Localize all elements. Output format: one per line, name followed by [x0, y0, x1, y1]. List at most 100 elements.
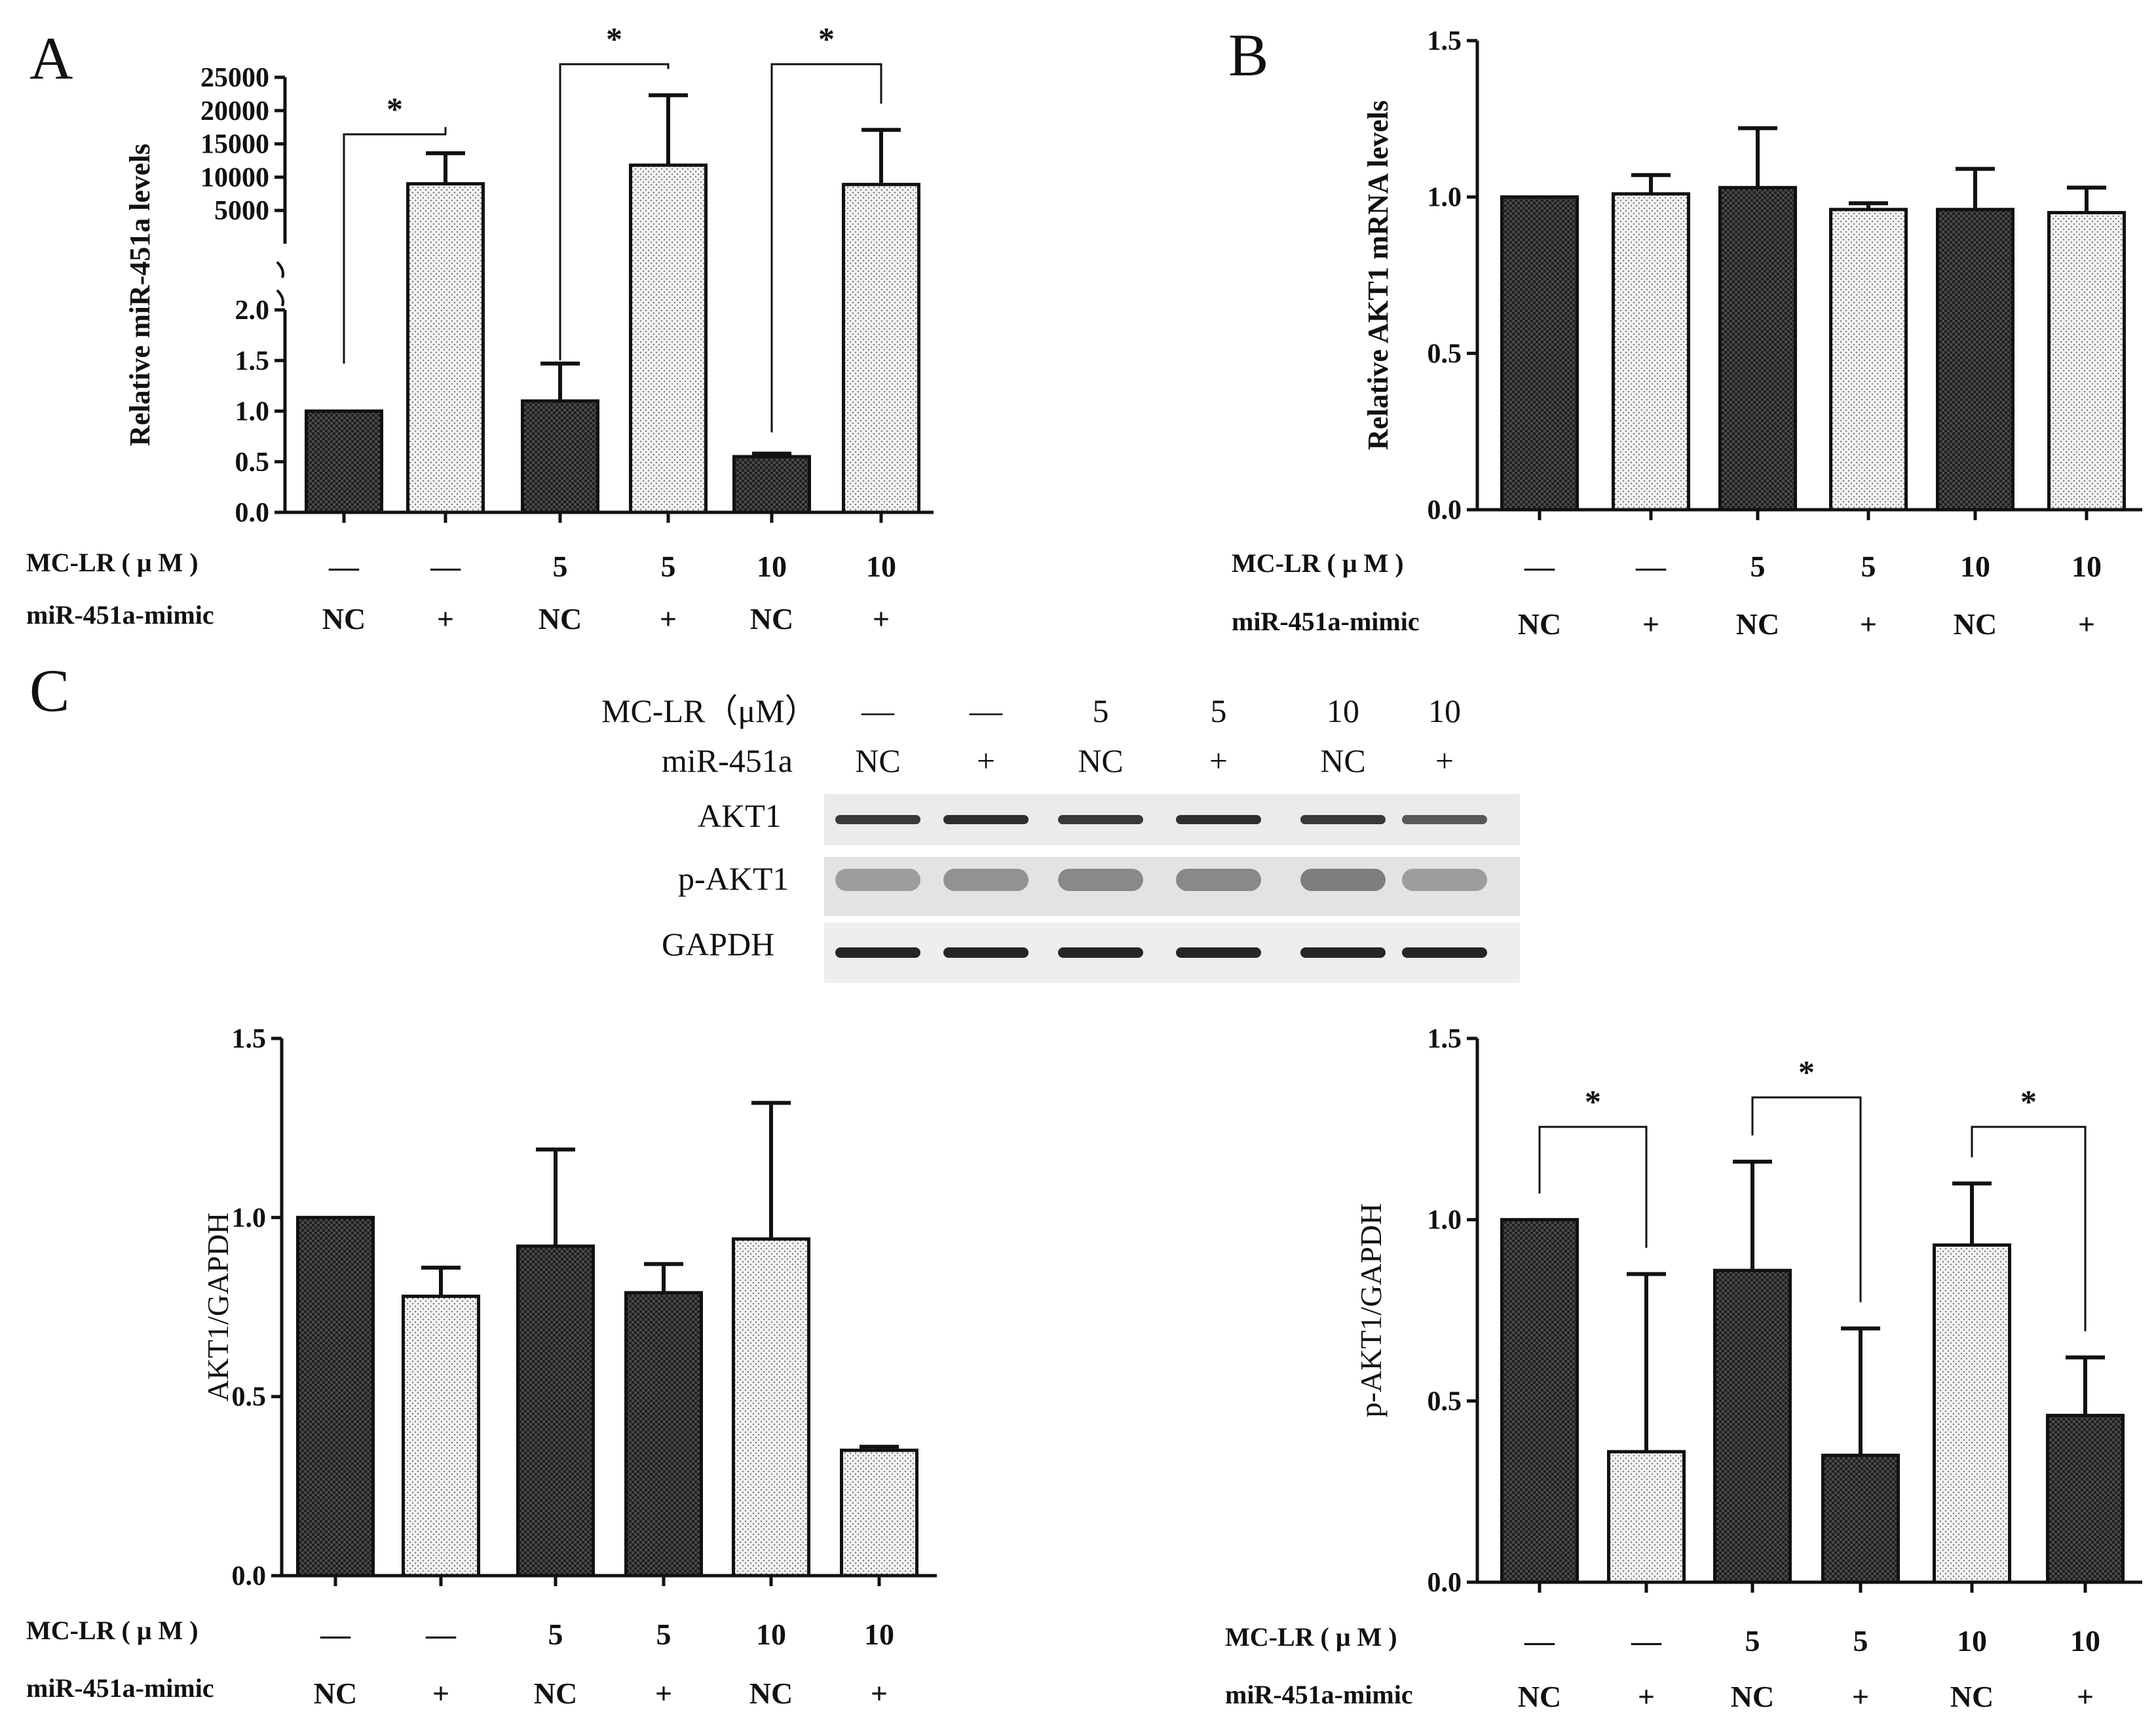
y-tick-label: 0.5: [235, 447, 270, 478]
mimic-value: NC: [322, 602, 366, 636]
significance-bracket: [1538, 1126, 1648, 1248]
y-tick-label: 0.0: [235, 498, 270, 528]
western-blot: MC-LR（μM） miR-451a — NC — +5 NC 5 +10 NC 10 + AKT…: [601, 693, 1520, 983]
blot-mclr-value: 10: [1428, 693, 1461, 729]
significance-bracket: [559, 63, 670, 360]
y-tick-label: 1.0: [235, 397, 270, 427]
blot-band: [1300, 869, 1386, 891]
mclr-value: 10: [756, 1618, 786, 1651]
mimic-value: NC: [1736, 607, 1779, 641]
bar: [1500, 195, 1579, 512]
y-tick-label: 0.5: [232, 1382, 267, 1413]
mimic-value: +: [437, 602, 454, 636]
mimic-value: NC: [534, 1677, 577, 1710]
mclr-value: 10: [1960, 550, 1990, 583]
blot-condition-columns: — NC — +5 NC 5 +10 NC 10 +: [855, 693, 1461, 779]
bar: [1936, 208, 2014, 512]
chart-c-left: 0.0 0.5 1.0 1.5 AKT1/GAPDH MC-LR ( μ M ) miR-4…: [26, 1024, 937, 1710]
y-tick-label: 2.0: [235, 295, 270, 326]
y-tick-label: 0.5: [1428, 1386, 1462, 1416]
blot-mclr-value: 5: [1211, 693, 1227, 729]
blot-band: [835, 815, 920, 824]
bar: [1607, 1450, 1686, 1584]
blot-mir-value: +: [1209, 742, 1228, 779]
mimic-value: +: [873, 602, 890, 636]
blot-mclr-value: —: [969, 693, 1003, 729]
mclr-value: —: [1524, 550, 1555, 583]
mimic-value: +: [1638, 1680, 1655, 1713]
blot-band: [835, 869, 920, 891]
mimic-value: NC: [539, 602, 582, 636]
mclr-value: 5: [553, 550, 568, 583]
bar: [2046, 1413, 2125, 1584]
chart-b: 0.0 0.5 1.0 1.5 Relative AKT1 mRNA levels MC-…: [1232, 26, 2142, 641]
blot-band-label-pakt1: p-AKT1: [678, 860, 789, 897]
row-label-mimic: miR-451a-mimic: [1232, 607, 1420, 636]
mimic-value: NC: [1731, 1680, 1774, 1713]
bar: [516, 1244, 595, 1578]
mclr-value: —: [1635, 550, 1667, 583]
mimic-value: +: [2077, 1680, 2094, 1713]
y-tick-label: 10000: [200, 162, 269, 193]
blot-band: [1402, 947, 1487, 958]
significance-star: *: [1798, 1053, 1815, 1090]
y-tick-label: 0.5: [1428, 339, 1462, 369]
significance-bracket: [770, 63, 882, 432]
mimic-value: +: [660, 602, 677, 636]
bar: [842, 183, 920, 514]
blot-band: [1402, 815, 1487, 824]
y-tick-label: 1.5: [1428, 26, 1462, 56]
row-label-mimic: miR-451a-mimic: [26, 1673, 214, 1703]
bar: [840, 1449, 918, 1578]
blot-mir-value: +: [977, 742, 995, 779]
significance-bracket: [1971, 1126, 2087, 1331]
bar: [1933, 1243, 2011, 1584]
blot-band: [1300, 815, 1386, 824]
y-tick-label: 0.0: [1428, 495, 1462, 525]
mclr-value: 10: [757, 550, 787, 583]
y-tick-label: 1.0: [1428, 1205, 1462, 1236]
mclr-value: 10: [864, 1618, 894, 1651]
mclr-value: 10: [2070, 1624, 2100, 1658]
bar: [406, 182, 485, 514]
bar: [732, 1237, 810, 1578]
y-tick-label: 1.5: [235, 346, 270, 376]
chart-c-right: 0.0 0.5 1.0 1.5 p-AKT1/GAPDH * * * MC-LR ( μ M )…: [1225, 1024, 2142, 1713]
significance-star: *: [387, 90, 403, 127]
mclr-value: 5: [656, 1618, 671, 1651]
bar: [1718, 185, 1797, 512]
y-tick-label: 20000: [200, 96, 269, 126]
bar: [624, 1291, 703, 1578]
mclr-value: 5: [548, 1618, 563, 1651]
y-tick-label: 5000: [214, 196, 269, 226]
mimic-value: NC: [1518, 607, 1561, 641]
blot-band: [835, 947, 920, 958]
blot-bands: [835, 815, 1487, 958]
mclr-value: 5: [1745, 1624, 1760, 1658]
bar: [1612, 192, 1690, 512]
blot-mclr-value: 5: [1093, 693, 1109, 729]
significance-bracket: [1751, 1096, 1862, 1302]
mimic-value: +: [1642, 607, 1659, 641]
row-label-mimic: miR-451a-mimic: [1225, 1680, 1413, 1709]
blot-band: [1176, 947, 1261, 958]
significance-bracket: [343, 126, 447, 364]
mclr-value: 5: [1853, 1624, 1868, 1658]
panel-letter-b: B: [1228, 22, 1268, 88]
y-tick-label: 25000: [200, 63, 269, 93]
blot-band: [1176, 869, 1261, 891]
blot-mir-label: miR-451a: [662, 742, 793, 779]
blot-band: [1058, 947, 1143, 958]
blot-mir-value: NC: [1320, 742, 1365, 779]
mimic-value: +: [1860, 607, 1877, 641]
panel-letter-c: C: [29, 657, 69, 724]
bar: [629, 163, 708, 514]
blot-band: [1176, 815, 1261, 824]
bar: [305, 409, 383, 514]
mclr-value: 5: [1861, 550, 1876, 583]
mimic-value: +: [432, 1677, 449, 1710]
bar: [732, 455, 811, 514]
y-axis-label: p-AKT1/GAPDH: [1354, 1203, 1388, 1417]
blot-band: [1402, 869, 1487, 891]
blot-mir-value: NC: [1078, 742, 1123, 779]
